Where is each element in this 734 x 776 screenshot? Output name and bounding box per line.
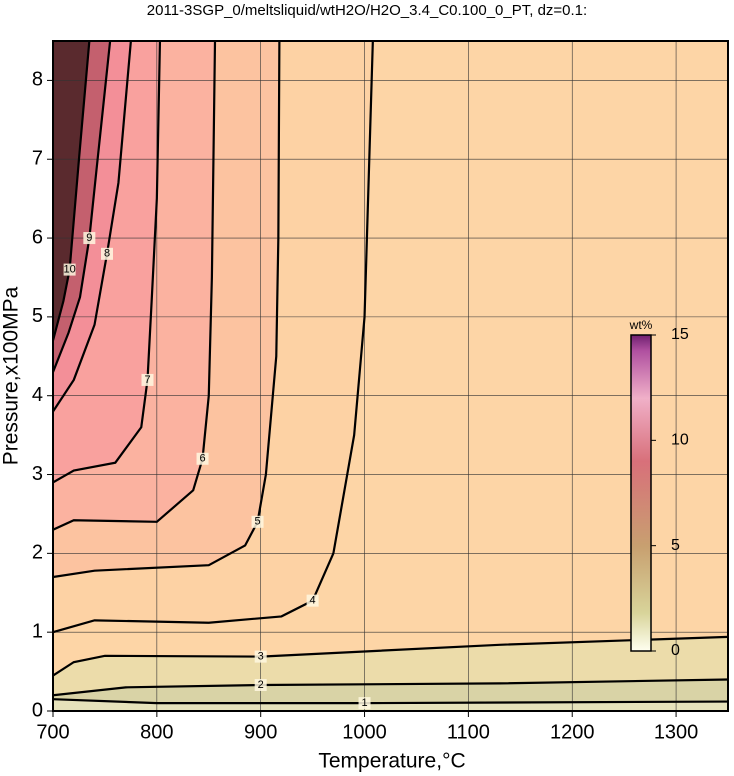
contour-label: 10 [63,263,75,275]
contour-label-box [101,247,113,260]
y-tick-label: 4 [32,384,43,406]
y-tick-label: 2 [32,542,43,564]
colorbar-tick-label: 15 [671,326,689,343]
contour-label-box [306,594,319,607]
y-tick-label: 5 [32,305,43,327]
x-tick-label: 800 [140,721,173,743]
contour-label: 5 [255,516,261,528]
colorbar-tick-label: 5 [671,537,680,554]
x-tick-label: 700 [36,721,69,743]
contour-line [53,698,728,705]
contour-label: 4 [310,595,316,607]
chart-title: 2011-3SGP_0/meltsliquid/wtH2O/H2O_3.4_C0… [147,2,587,19]
x-tick-label: 1200 [550,721,595,743]
x-tick-label: 1300 [654,721,699,743]
contour-fill [53,41,90,341]
contour-label: 6 [199,453,205,465]
contour-label: 8 [104,248,110,260]
contour-label-box [83,232,96,245]
contour-label-box [63,263,76,276]
contour-label-box [141,373,154,386]
contour-line [53,41,132,413]
y-tick-label: 8 [32,69,43,91]
y-axis-label: Pressure,x100MPa [0,286,23,465]
contour-label: 7 [144,374,150,386]
colorbar-tick-label: 10 [671,432,689,449]
colorbar [630,334,652,652]
contour-line [53,41,217,531]
contour-label: 2 [258,679,264,691]
y-tick-label: 7 [32,148,43,170]
contour-label: 1 [361,697,367,709]
contour-label-box [254,678,267,691]
contour-label: 9 [86,232,92,244]
contour-line [53,41,112,373]
contour-label-box [196,452,209,465]
x-tick-label: 900 [244,721,277,743]
y-tick-label: 1 [32,620,43,642]
plot-frame [52,40,729,712]
x-tick-label: 1000 [342,721,387,743]
colorbar-tick-label: 0 [671,642,680,659]
contour-label-box [251,515,264,528]
contour-label-box [358,697,371,710]
y-tick-label: 0 [32,699,43,721]
colorbar-label: wt% [629,318,653,332]
contour-line [53,41,162,484]
contour-label-box [254,650,267,663]
overlay: 700 800 900 1000 1100 1200 1300012345678wt%051… [32,40,729,743]
y-tick-label: 3 [32,463,43,485]
x-axis-label: Temperature,°C [318,750,465,773]
y-tick-label: 6 [32,226,43,248]
contour-label: 3 [258,651,264,663]
x-tick-label: 1100 [447,721,490,743]
contour-line [53,635,728,677]
plot-area: 1 2 3 4 5 6 7 89 10 [53,41,728,711]
